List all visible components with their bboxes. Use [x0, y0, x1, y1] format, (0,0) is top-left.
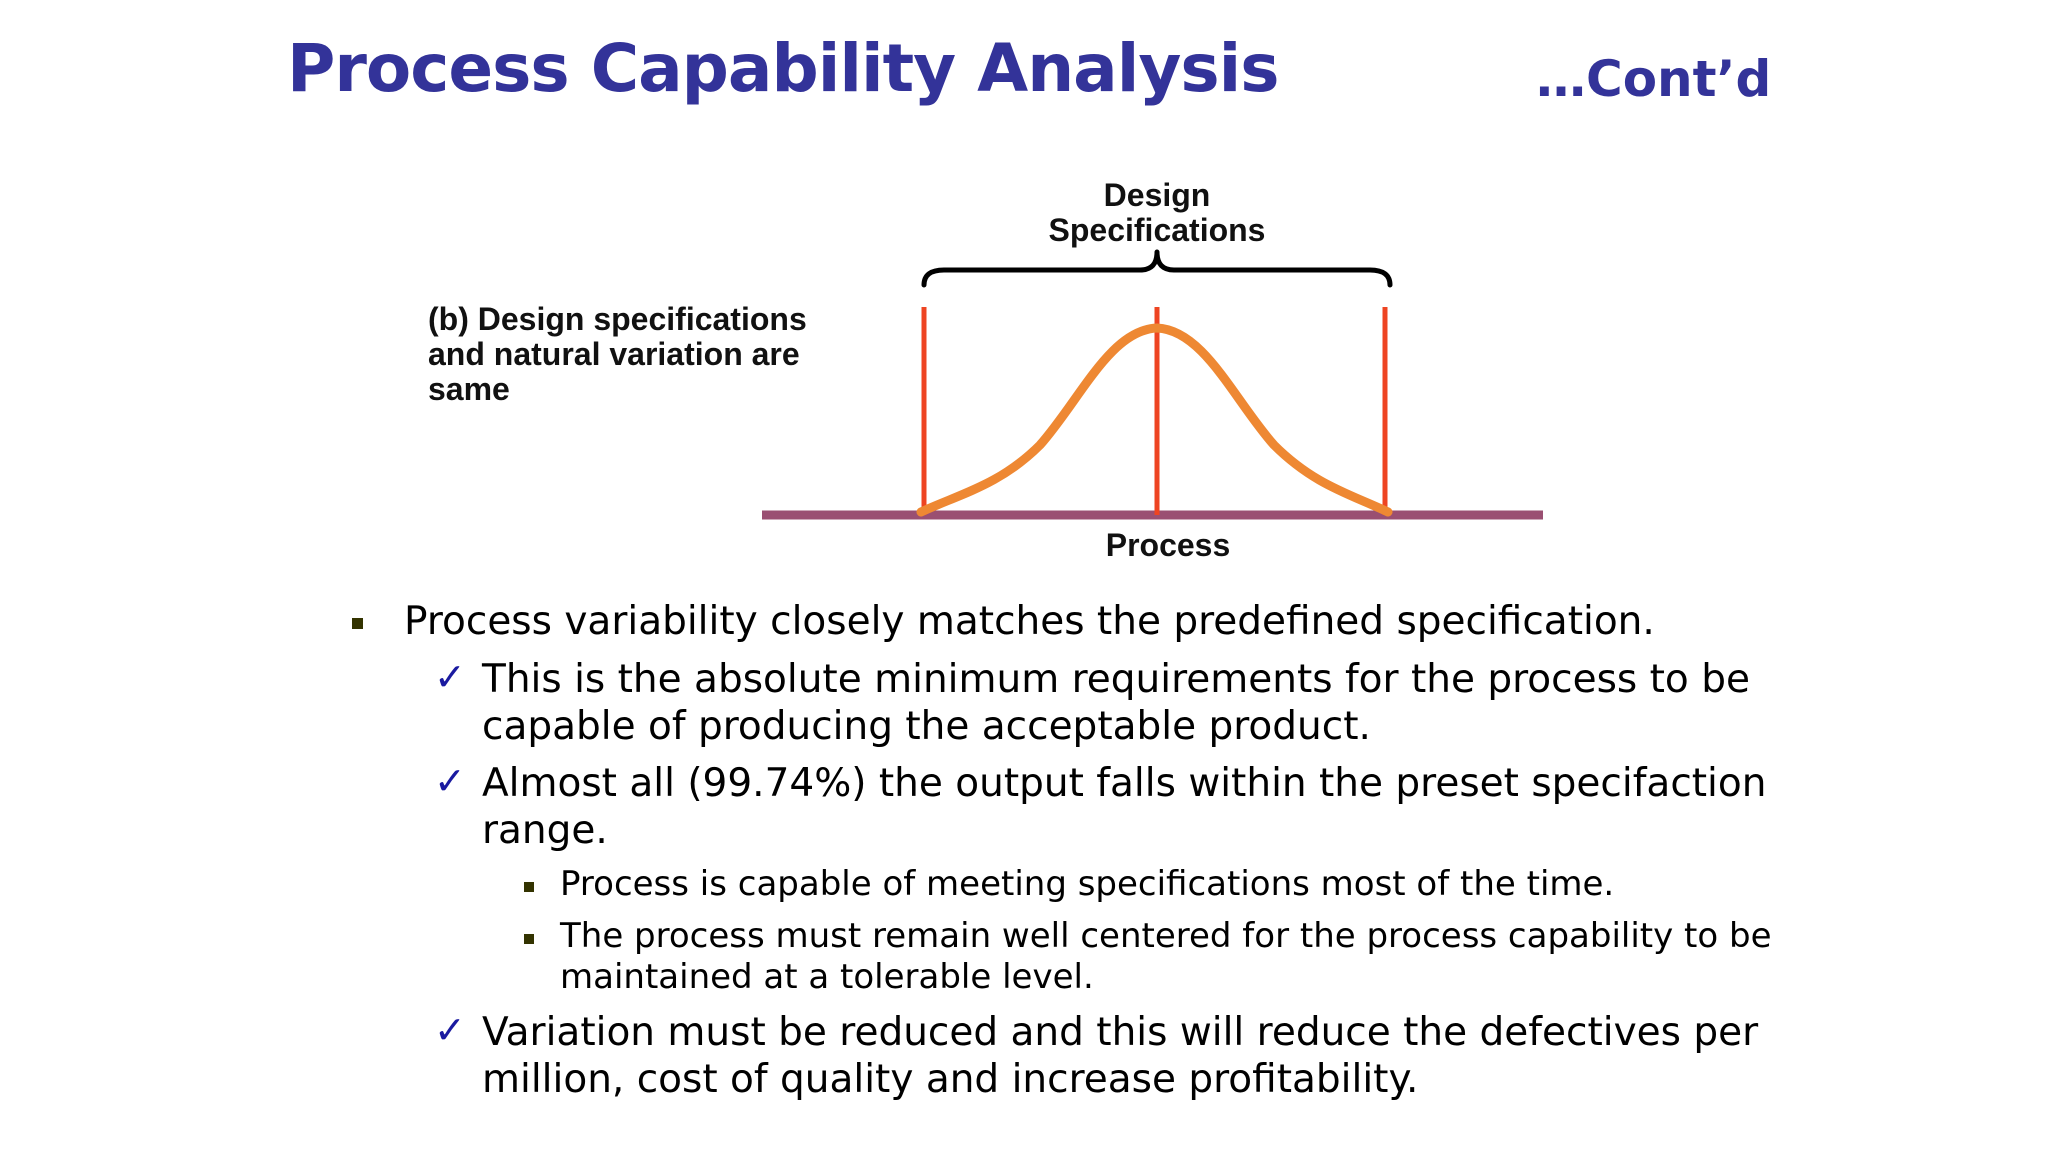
capability-diagram: (b) Design specifications and natural va… — [428, 177, 1543, 563]
bullet-text-line: million, cost of quality and increase pr… — [482, 1057, 1419, 1102]
caption-line-2: and natural variation are — [428, 336, 800, 372]
checkmark-icon: ✓ — [434, 655, 466, 699]
checkmark-icon: ✓ — [434, 759, 466, 803]
bullet-item: Process variability closely matches the … — [352, 598, 1655, 645]
spec-label-line-1: Design — [1104, 177, 1211, 213]
slide-subtitle: …Cont’d — [1536, 50, 1772, 108]
bullet-text-line: Process variability closely matches the … — [404, 599, 1655, 644]
process-axis-label: Process — [1106, 527, 1231, 563]
caption-line-3: same — [428, 371, 510, 407]
caption-line-1: (b) Design specifications — [428, 301, 807, 337]
bullet-item: Process is capable of meeting specificat… — [524, 864, 1615, 905]
square-bullet-icon — [524, 882, 534, 892]
bullet-text-line: Variation must be reduced and this will … — [482, 1010, 1759, 1055]
bullet-item: ✓ This is the absolute minimum requiremen… — [434, 655, 1750, 750]
bullet-text-line: maintained at a tolerable level. — [560, 957, 1094, 997]
spec-label-line-2: Specifications — [1049, 212, 1266, 248]
bullet-text-line: Process is capable of meeting specificat… — [560, 864, 1615, 904]
square-bullet-icon — [524, 934, 534, 944]
bullet-text-line: Almost all (99.74%) the output falls wit… — [482, 761, 1767, 806]
slide-title: Process Capability Analysis — [287, 30, 1280, 107]
square-bullet-icon — [352, 618, 363, 629]
bullet-item: The process must remain well centered fo… — [524, 916, 1772, 998]
bullet-item: ✓ Almost all (99.74%) the output falls wi… — [434, 759, 1767, 854]
bullet-text-line: This is the absolute minimum requirement… — [482, 657, 1750, 702]
checkmark-icon: ✓ — [434, 1008, 466, 1052]
bullet-text-line: capable of producing the acceptable prod… — [482, 704, 1371, 749]
spec-brace — [921, 249, 1393, 288]
bullet-text-line: range. — [482, 808, 608, 853]
bullet-text-line: The process must remain well centered fo… — [560, 916, 1772, 956]
distribution-curve — [916, 323, 1393, 517]
bullet-item: ✓ Variation must be reduced and this will… — [434, 1008, 1759, 1103]
